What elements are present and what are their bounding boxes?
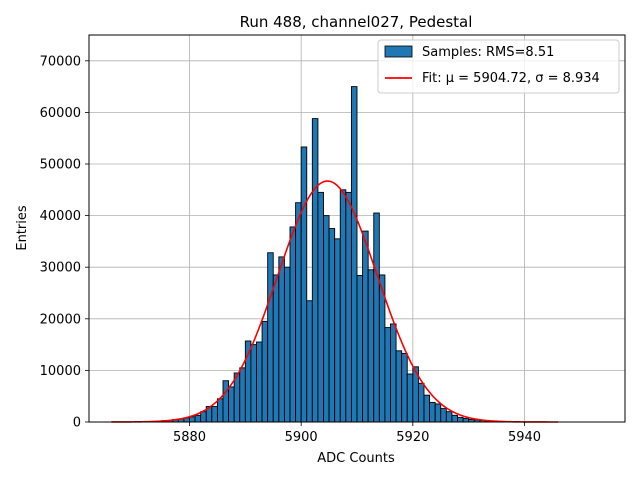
histogram-bar	[401, 352, 408, 423]
histogram-bar	[317, 191, 324, 423]
histogram-bar	[339, 189, 347, 423]
histogram-bar	[306, 300, 313, 423]
histogram-bar	[289, 226, 297, 423]
histogram-bar	[406, 373, 414, 423]
x-axis-label: ADC Counts	[317, 451, 395, 466]
chart-title: Run 488, channel027, Pedestal	[240, 13, 473, 31]
histogram-bar	[272, 274, 280, 423]
histogram-bar	[311, 118, 319, 423]
histogram-bar	[228, 386, 235, 423]
histogram-bar	[261, 320, 269, 423]
x-tick-label: 5880	[173, 430, 206, 445]
histogram-bar	[362, 230, 369, 423]
histogram-bar	[295, 202, 302, 423]
histogram-bar	[222, 380, 230, 423]
histogram-bar	[211, 406, 218, 423]
histogram-bar	[256, 341, 263, 423]
histogram-bar	[395, 350, 403, 423]
histogram-bar	[267, 252, 274, 423]
y-tick-label: 50000	[40, 158, 81, 173]
y-tick-label: 30000	[40, 261, 81, 276]
histogram-bar	[278, 256, 285, 423]
histogram-bar	[334, 238, 341, 423]
y-tick-label: 0	[73, 416, 81, 431]
histogram-bar	[367, 269, 375, 423]
histogram-bar	[194, 414, 202, 423]
histogram-bar	[423, 394, 431, 423]
x-tick-label: 5940	[508, 430, 541, 445]
histogram-bar	[356, 275, 364, 423]
histogram-bar	[373, 212, 380, 423]
legend: Samples: RMS=8.51 Fit: μ = 5904.72, σ = …	[377, 39, 620, 94]
x-tick-label: 5900	[285, 430, 318, 445]
histogram-bar	[440, 408, 447, 423]
plot-frame	[88, 34, 626, 423]
axes: 5880 5900 5920 5940 0 10000 20000 30000 40000 500…	[40, 34, 626, 445]
legend-box	[377, 39, 620, 94]
histogram-bar	[434, 403, 442, 423]
histogram-bar	[445, 411, 453, 423]
x-tick-label: 5920	[396, 430, 429, 445]
y-tick-label: 70000	[40, 54, 81, 69]
legend-fit-label: Fit: μ = 5904.72, σ = 8.934	[422, 71, 600, 86]
histogram-bar	[200, 411, 207, 423]
histogram-bar	[250, 344, 257, 423]
histogram-bar	[239, 367, 246, 423]
legend-histogram-swatch	[384, 45, 413, 58]
histogram-bar	[390, 323, 397, 423]
y-tick-label: 20000	[40, 312, 81, 327]
histogram-bar	[350, 86, 358, 423]
histogram-bar	[451, 414, 458, 423]
histogram-bar	[216, 398, 224, 423]
histogram-bar	[457, 416, 464, 423]
histogram-bar	[189, 416, 196, 423]
legend-histogram-label: Samples: RMS=8.51	[422, 45, 554, 60]
histogram-bars	[149, 86, 520, 423]
histogram-bar	[345, 191, 352, 423]
histogram-bar	[283, 266, 291, 423]
fit-curve	[111, 180, 558, 423]
histogram-bar	[300, 146, 308, 423]
y-axis-label: Entries	[15, 205, 30, 251]
histogram-bar	[462, 417, 470, 423]
histogram-bar	[323, 215, 330, 423]
histogram-bar	[429, 401, 436, 423]
y-tick-label: 10000	[40, 364, 81, 379]
y-tick-label: 60000	[40, 106, 81, 121]
histogram-bar	[417, 382, 425, 423]
y-tick-label: 40000	[40, 209, 81, 224]
histogram-bar	[384, 327, 391, 423]
histogram-bar	[328, 228, 336, 423]
